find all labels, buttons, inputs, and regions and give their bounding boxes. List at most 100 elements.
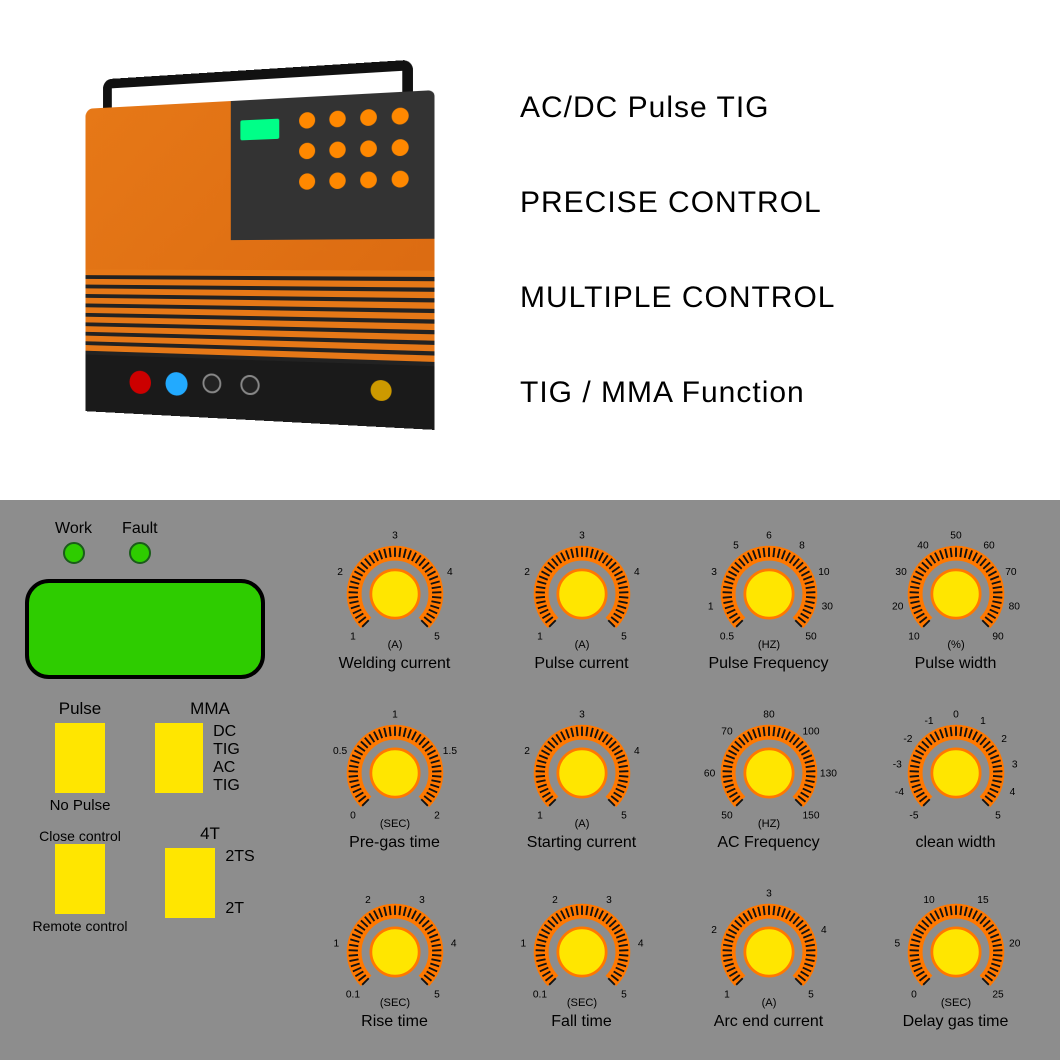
pulse-switch-col: Pulse No Pulse <box>25 699 135 814</box>
dial-knob-3[interactable]: 102030405060708090 (%) <box>881 529 1031 659</box>
mode-switch-col: 4T 2TS 2T <box>155 824 265 934</box>
svg-text:70: 70 <box>721 727 733 738</box>
switch-row-2: Close control Remote control 4T 2TS 2T <box>25 824 285 934</box>
svg-text:5: 5 <box>995 811 1001 822</box>
svg-text:70: 70 <box>1005 567 1017 578</box>
pulse-label: Pulse <box>59 699 102 719</box>
svg-text:4: 4 <box>450 939 456 950</box>
svg-text:1: 1 <box>707 601 713 612</box>
welding-machine <box>86 90 435 430</box>
left-controls: Work Fault Pulse No Pulse MMA <box>15 515 295 1045</box>
feature-2: PRECISE CONTROL <box>520 186 1000 220</box>
svg-text:6: 6 <box>766 530 772 541</box>
svg-text:3: 3 <box>579 709 585 720</box>
dial-3: 102030405060708090 (%) Pulse width <box>866 515 1045 686</box>
svg-text:4: 4 <box>447 567 453 578</box>
dial-label-11: Delay gas time <box>903 1013 1009 1031</box>
dial-7: -5-4-3-2-1012345 clean width <box>866 694 1045 865</box>
actig-label: AC TIG <box>213 759 265 795</box>
svg-text:0: 0 <box>953 709 959 720</box>
work-label: Work <box>55 520 92 538</box>
svg-text:2: 2 <box>337 567 343 578</box>
mma-switch[interactable] <box>155 723 203 793</box>
fault-status: Fault <box>122 520 158 564</box>
dial-knob-2[interactable]: 0.513568103050 (HZ) <box>694 529 844 659</box>
dial-knob-10[interactable]: 12345 (A) <box>694 887 844 1017</box>
top-section: AC/DC Pulse TIG PRECISE CONTROL MULTIPLE… <box>0 0 1060 500</box>
svg-text:20: 20 <box>1009 939 1021 950</box>
control-switch[interactable] <box>55 844 105 914</box>
dial-knob-4[interactable]: 00.511.52 (SEC) <box>320 708 470 838</box>
fault-label: Fault <box>122 520 158 538</box>
svg-text:2: 2 <box>434 811 440 822</box>
dial-knob-7[interactable]: -5-4-3-2-1012345 <box>881 708 1031 838</box>
dial-6: 50607080100130150 (HZ) AC Frequency <box>679 694 858 865</box>
svg-text:2: 2 <box>365 895 371 906</box>
dial-11: 0510152025 (SEC) Delay gas time <box>866 874 1045 1045</box>
svg-text:2: 2 <box>1001 734 1007 745</box>
dial-label-2: Pulse Frequency <box>708 655 828 673</box>
dial-knob-9[interactable]: 0.112345 (SEC) <box>507 887 657 1017</box>
svg-text:4: 4 <box>637 939 643 950</box>
feature-1: AC/DC Pulse TIG <box>520 91 1000 125</box>
svg-text:3: 3 <box>419 895 425 906</box>
close-control-label: Close control <box>39 828 121 844</box>
switch-section: Pulse No Pulse MMA DC TIG AC TIG <box>15 699 295 934</box>
svg-text:60: 60 <box>983 540 995 551</box>
svg-text:3: 3 <box>606 895 612 906</box>
dial-knob-1[interactable]: 12345 (A) <box>507 529 657 659</box>
svg-text:(A): (A) <box>387 639 402 651</box>
svg-text:4: 4 <box>634 746 640 757</box>
dial-knob-6[interactable]: 50607080100130150 (HZ) <box>694 708 844 838</box>
dial-knob-5[interactable]: 12345 (A) <box>507 708 657 838</box>
svg-text:150: 150 <box>802 811 819 822</box>
svg-text:(A): (A) <box>574 639 589 651</box>
svg-text:5: 5 <box>434 631 440 642</box>
dial-knob-0[interactable]: 12345 (A) <box>320 529 470 659</box>
svg-text:1: 1 <box>392 709 398 720</box>
svg-text:1.5: 1.5 <box>442 746 457 757</box>
pulse-switch[interactable] <box>55 723 105 793</box>
dial-knob-8[interactable]: 0.112345 (SEC) <box>320 887 470 1017</box>
svg-text:30: 30 <box>895 567 907 578</box>
svg-text:50: 50 <box>950 530 962 541</box>
svg-text:90: 90 <box>992 631 1004 642</box>
mma-switch-col: MMA DC TIG AC TIG <box>155 699 265 814</box>
svg-text:(A): (A) <box>761 997 776 1009</box>
svg-text:50: 50 <box>805 631 817 642</box>
svg-text:(SEC): (SEC) <box>379 997 410 1009</box>
status-row: Work Fault <box>15 515 295 574</box>
svg-text:60: 60 <box>703 769 715 780</box>
svg-text:1: 1 <box>333 939 339 950</box>
dial-0: 12345 (A) Welding current <box>305 515 484 686</box>
svg-text:(A): (A) <box>574 818 589 830</box>
svg-text:4: 4 <box>634 567 640 578</box>
2t-label: 2T <box>225 900 254 918</box>
svg-text:5: 5 <box>621 811 627 822</box>
svg-text:25: 25 <box>992 990 1004 1001</box>
dial-9: 0.112345 (SEC) Fall time <box>492 874 671 1045</box>
mma-label: MMA <box>190 699 230 719</box>
dctig-label: DC TIG <box>213 723 265 759</box>
mode-switch[interactable] <box>165 848 215 918</box>
dial-1: 12345 (A) Pulse current <box>492 515 671 686</box>
svg-text:130: 130 <box>819 769 836 780</box>
nopulse-label: No Pulse <box>50 797 111 814</box>
svg-text:(HZ): (HZ) <box>757 818 780 830</box>
feature-4: TIG / MMA Function <box>520 376 1000 410</box>
svg-text:2: 2 <box>524 746 530 757</box>
svg-text:(%): (%) <box>947 639 965 651</box>
svg-text:20: 20 <box>892 601 904 612</box>
control-panel: Work Fault Pulse No Pulse MMA <box>0 500 1060 1060</box>
control-switch-col: Close control Remote control <box>25 824 135 934</box>
dial-label-4: Pre-gas time <box>349 834 440 852</box>
dial-label-8: Rise time <box>361 1013 428 1031</box>
svg-text:80: 80 <box>1008 601 1020 612</box>
svg-text:-5: -5 <box>909 811 918 822</box>
work-led-icon <box>63 542 85 564</box>
dial-knob-11[interactable]: 0510152025 (SEC) <box>881 887 1031 1017</box>
svg-text:0: 0 <box>911 990 917 1001</box>
dial-label-7: clean width <box>915 834 995 852</box>
svg-text:(SEC): (SEC) <box>940 997 971 1009</box>
svg-text:0.5: 0.5 <box>719 631 734 642</box>
